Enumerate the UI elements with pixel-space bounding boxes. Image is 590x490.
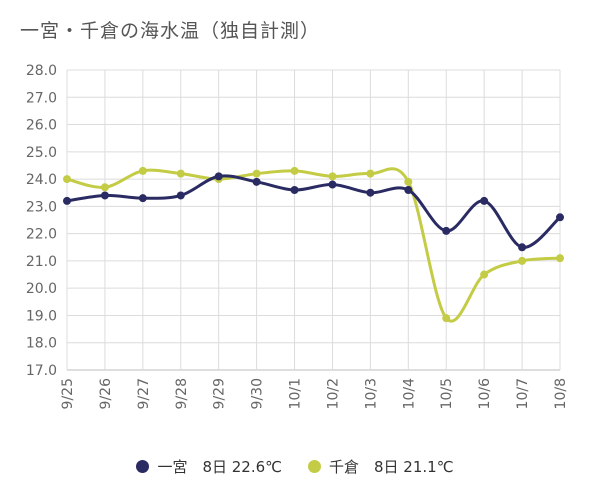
data-point-ichinomiya — [442, 226, 451, 235]
sea-temperature-line-chart: 17.0 18.0 19.0 20.0 21.0 22.0 23.0 24.0 25.0 26.0… — [26, 63, 569, 410]
x-tick-label: 9/30 — [250, 378, 266, 409]
chart-title: 一宮・千倉の海水温（独自計測） — [20, 20, 321, 42]
legend-swatch-ichinomiya — [136, 460, 150, 473]
x-tick-label: 10/7 — [515, 378, 531, 409]
legend-item-ichinomiya[interactable]: 一宮 8日 22.6℃ — [136, 456, 282, 477]
y-tick-label: 19.0 — [26, 308, 57, 324]
x-tick-label: 9/28 — [174, 378, 190, 409]
x-tick-label: 10/3 — [363, 378, 379, 409]
y-tick-label: 18.0 — [26, 336, 57, 352]
data-point-ichinomiya — [252, 177, 261, 186]
x-tick-label: 10/5 — [439, 378, 455, 409]
y-tick-label: 27.0 — [26, 90, 57, 106]
y-tick-label: 17.0 — [26, 363, 57, 379]
data-point-ichinomiya — [480, 196, 489, 205]
x-tick-label: 10/1 — [288, 378, 304, 409]
y-tick-label: 21.0 — [26, 254, 57, 270]
x-tick-label: 10/2 — [325, 378, 341, 409]
y-tick-label: 22.0 — [26, 227, 57, 243]
data-point-ichinomiya — [176, 191, 185, 200]
x-tick-label: 9/29 — [212, 378, 228, 409]
data-point-ichinomiya — [328, 180, 337, 189]
data-point-chikura — [252, 169, 261, 178]
y-tick-label: 20.0 — [26, 281, 57, 297]
data-point-chikura — [176, 169, 185, 178]
x-tick-label: 10/6 — [477, 378, 493, 410]
data-point-ichinomiya — [366, 188, 375, 197]
data-point-chikura — [328, 172, 337, 181]
data-point-chikura — [290, 166, 299, 175]
x-tick-label: 10/4 — [401, 378, 417, 410]
data-point-chikura — [556, 254, 564, 263]
x-tick-label: 9/25 — [60, 378, 76, 409]
y-tick-label: 25.0 — [26, 145, 57, 161]
data-point-chikura — [404, 177, 413, 186]
data-point-chikura — [518, 256, 527, 265]
data-point-ichinomiya — [290, 186, 299, 194]
series-line-ichinomiya — [66, 174, 562, 249]
legend-label-chikura: 千倉 8日 21.1℃ — [329, 458, 454, 476]
legend-swatch-chikura — [308, 460, 321, 473]
data-point-ichinomiya — [518, 243, 527, 252]
data-point-ichinomiya — [404, 186, 413, 194]
x-tick-label: 9/26 — [98, 378, 114, 410]
series-line-chikura — [66, 167, 561, 323]
y-tick-label: 23.0 — [26, 199, 57, 215]
x-tick-label: 10/8 — [553, 378, 569, 409]
y-tick-label: 26.0 — [26, 118, 57, 134]
data-point-chikura — [63, 175, 71, 184]
data-point-chikura — [138, 166, 147, 175]
data-point-ichinomiya — [63, 196, 71, 205]
legend-label-ichinomiya: 一宮 8日 22.6℃ — [157, 458, 282, 476]
x-tick-label: 9/27 — [136, 378, 152, 409]
data-point-ichinomiya — [138, 194, 147, 203]
data-point-ichinomiya — [556, 213, 564, 222]
data-point-chikura — [366, 169, 375, 178]
legend: 一宮 8日 22.6℃ 千倉 8日 21.1℃ — [0, 456, 590, 477]
data-point-ichinomiya — [214, 172, 223, 181]
y-tick-label: 24.0 — [26, 172, 57, 188]
y-tick-label: 28.0 — [26, 63, 57, 79]
data-point-chikura — [442, 314, 451, 323]
data-point-chikura — [100, 183, 109, 192]
data-point-chikura — [480, 270, 489, 279]
legend-item-chikura[interactable]: 千倉 8日 21.1℃ — [308, 456, 454, 477]
data-point-ichinomiya — [100, 191, 109, 200]
